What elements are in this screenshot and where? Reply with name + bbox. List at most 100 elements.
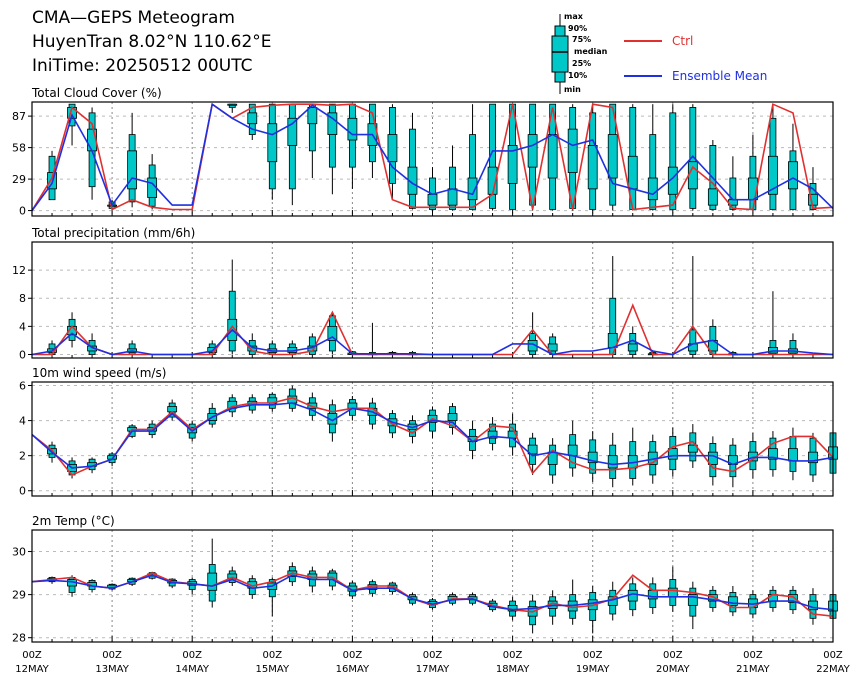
init-time-label: IniTime: 20250512 00UTC	[32, 56, 253, 76]
box-outer	[328, 103, 336, 168]
y-tick-label: 30	[12, 546, 26, 559]
x-tick-label-date: 12MAY	[15, 664, 49, 675]
ensemble-mean-line	[31, 574, 834, 611]
legend-label-75: 75%	[572, 35, 591, 44]
legend-label-25: 25%	[572, 59, 591, 68]
location-label: HuyenTran 8.02°N 110.62°E	[32, 32, 272, 52]
box-inner	[667, 448, 678, 460]
y-tick-label: 8	[19, 292, 26, 305]
ensemble-mean-line	[31, 402, 834, 469]
box-inner	[227, 103, 238, 106]
ctrl-line	[31, 102, 834, 212]
box-outer	[689, 329, 697, 355]
y-tick-label: 0	[19, 205, 26, 218]
panel-frame	[31, 101, 834, 217]
box-inner	[547, 134, 558, 179]
panel-title: Total precipitation (mm/6h)	[31, 226, 195, 240]
box-inner	[587, 145, 598, 190]
y-tick-label: 12	[12, 264, 26, 277]
box-inner	[307, 107, 318, 125]
x-tick-label-time: 00Z	[102, 650, 122, 661]
box-inner	[307, 402, 318, 409]
x-tick-label-date: 13MAY	[95, 664, 129, 675]
box-inner	[607, 455, 618, 469]
x-tick-label-time: 00Z	[182, 650, 202, 661]
ensemble-mean-line	[31, 102, 834, 212]
box-inner	[247, 112, 258, 125]
box-inner	[387, 134, 398, 163]
box-inner	[547, 343, 558, 352]
x-tick-label-date: 21MAY	[736, 664, 770, 675]
box-inner	[687, 594, 698, 606]
box-inner	[327, 112, 338, 135]
box-inner	[267, 123, 278, 163]
legend-box-inner	[551, 35, 569, 73]
x-tick-label-date: 16MAY	[336, 664, 370, 675]
box-inner	[207, 572, 218, 591]
y-tick-label: 0	[19, 348, 26, 361]
x-tick-label-time: 00Z	[22, 650, 42, 661]
panel-title: Total Cloud Cover (%)	[31, 86, 162, 100]
box-inner	[768, 155, 778, 195]
panel-title: 2m Temp (°C)	[32, 514, 115, 528]
box-inner	[587, 451, 598, 464]
legend-ctrl-label: Ctrl	[672, 34, 693, 48]
chart-title: CMA—GEPS Meteogram	[32, 8, 235, 28]
x-tick-label-date: 20MAY	[656, 664, 690, 675]
x-tick-label-time: 00Z	[823, 650, 843, 661]
box-inner	[607, 134, 618, 179]
box-inner	[627, 589, 638, 602]
panel-frame	[31, 381, 834, 497]
ensemble-mean-line	[31, 328, 834, 356]
box-outer	[469, 134, 476, 210]
legend-label-90: 90%	[568, 24, 587, 33]
y-tick-label: 0	[19, 485, 26, 498]
box-inner	[527, 134, 538, 168]
y-tick-label: 2	[19, 450, 26, 463]
y-tick-label: 58	[12, 142, 26, 155]
box-inner	[727, 596, 738, 606]
x-tick-label-time: 00Z	[263, 650, 283, 661]
box-inner	[667, 587, 678, 598]
box-inner	[707, 188, 718, 206]
box-inner	[527, 444, 538, 455]
y-tick-label: 4	[19, 415, 26, 428]
box-inner	[768, 448, 778, 460]
ctrl-line	[31, 572, 834, 617]
legend-label-min: min	[564, 85, 581, 94]
legend-label-max: max	[564, 12, 584, 21]
y-tick-label: 87	[12, 110, 26, 123]
x-tick-label-time: 00Z	[503, 650, 523, 661]
box-inner	[467, 177, 478, 201]
x-tick-label-date: 17MAY	[416, 664, 450, 675]
box-inner	[487, 430, 498, 439]
box-inner	[627, 155, 638, 190]
x-tick-label-time: 00Z	[743, 650, 763, 661]
box-inner	[347, 117, 358, 141]
box-outer	[288, 103, 296, 190]
box-inner	[447, 188, 458, 206]
panel-frame	[31, 241, 834, 359]
x-tick-label-time: 00Z	[343, 650, 363, 661]
y-tick-label: 6	[19, 380, 26, 393]
box-outer	[649, 134, 657, 210]
box-inner	[808, 451, 818, 464]
box-inner	[507, 145, 518, 184]
x-tick-label-date: 19MAY	[576, 664, 610, 675]
legend-mean-label: Ensemble Mean	[672, 69, 767, 83]
box-inner	[788, 594, 798, 603]
legend-label-10: 10%	[568, 71, 587, 80]
box-outer	[669, 112, 677, 210]
box-inner	[567, 128, 578, 173]
box-inner	[447, 413, 458, 421]
box-inner	[427, 193, 438, 206]
y-tick-label: 29	[12, 173, 26, 186]
box-inner	[788, 161, 798, 190]
x-tick-label-date: 18MAY	[496, 664, 530, 675]
x-tick-label-time: 00Z	[423, 650, 443, 661]
box-inner	[287, 117, 298, 146]
y-tick-label: 4	[19, 320, 26, 333]
legend-label-median: median	[574, 47, 608, 56]
y-tick-label: 28	[12, 632, 26, 645]
